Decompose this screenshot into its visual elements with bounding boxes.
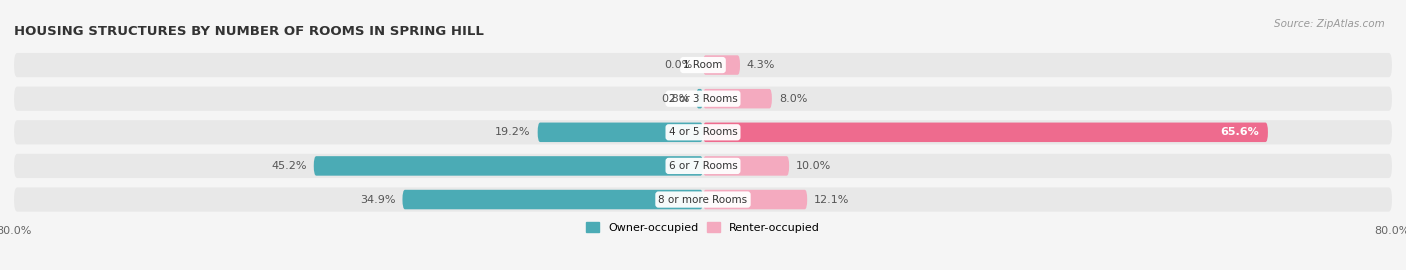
Text: 1 Room: 1 Room — [683, 60, 723, 70]
FancyBboxPatch shape — [14, 187, 1392, 212]
Text: 4.3%: 4.3% — [747, 60, 775, 70]
Text: 34.9%: 34.9% — [360, 195, 395, 205]
Text: 8 or more Rooms: 8 or more Rooms — [658, 195, 748, 205]
FancyBboxPatch shape — [696, 89, 703, 109]
FancyBboxPatch shape — [14, 53, 1392, 77]
FancyBboxPatch shape — [14, 120, 1392, 144]
FancyBboxPatch shape — [703, 156, 789, 176]
Legend: Owner-occupied, Renter-occupied: Owner-occupied, Renter-occupied — [581, 218, 825, 237]
FancyBboxPatch shape — [402, 190, 703, 209]
Text: 6 or 7 Rooms: 6 or 7 Rooms — [669, 161, 737, 171]
FancyBboxPatch shape — [703, 123, 1268, 142]
Text: 8.0%: 8.0% — [779, 94, 807, 104]
FancyBboxPatch shape — [14, 154, 1392, 178]
Text: 10.0%: 10.0% — [796, 161, 831, 171]
FancyBboxPatch shape — [537, 123, 703, 142]
Text: 12.1%: 12.1% — [814, 195, 849, 205]
Text: 65.6%: 65.6% — [1220, 127, 1260, 137]
Text: HOUSING STRUCTURES BY NUMBER OF ROOMS IN SPRING HILL: HOUSING STRUCTURES BY NUMBER OF ROOMS IN… — [14, 25, 484, 38]
Text: 2 or 3 Rooms: 2 or 3 Rooms — [669, 94, 737, 104]
FancyBboxPatch shape — [703, 55, 740, 75]
Text: 4 or 5 Rooms: 4 or 5 Rooms — [669, 127, 737, 137]
FancyBboxPatch shape — [14, 87, 1392, 111]
FancyBboxPatch shape — [314, 156, 703, 176]
FancyBboxPatch shape — [703, 190, 807, 209]
Text: Source: ZipAtlas.com: Source: ZipAtlas.com — [1274, 19, 1385, 29]
Text: 0.8%: 0.8% — [661, 94, 689, 104]
FancyBboxPatch shape — [703, 89, 772, 109]
Text: 19.2%: 19.2% — [495, 127, 531, 137]
Text: 0.0%: 0.0% — [665, 60, 693, 70]
Text: 45.2%: 45.2% — [271, 161, 307, 171]
